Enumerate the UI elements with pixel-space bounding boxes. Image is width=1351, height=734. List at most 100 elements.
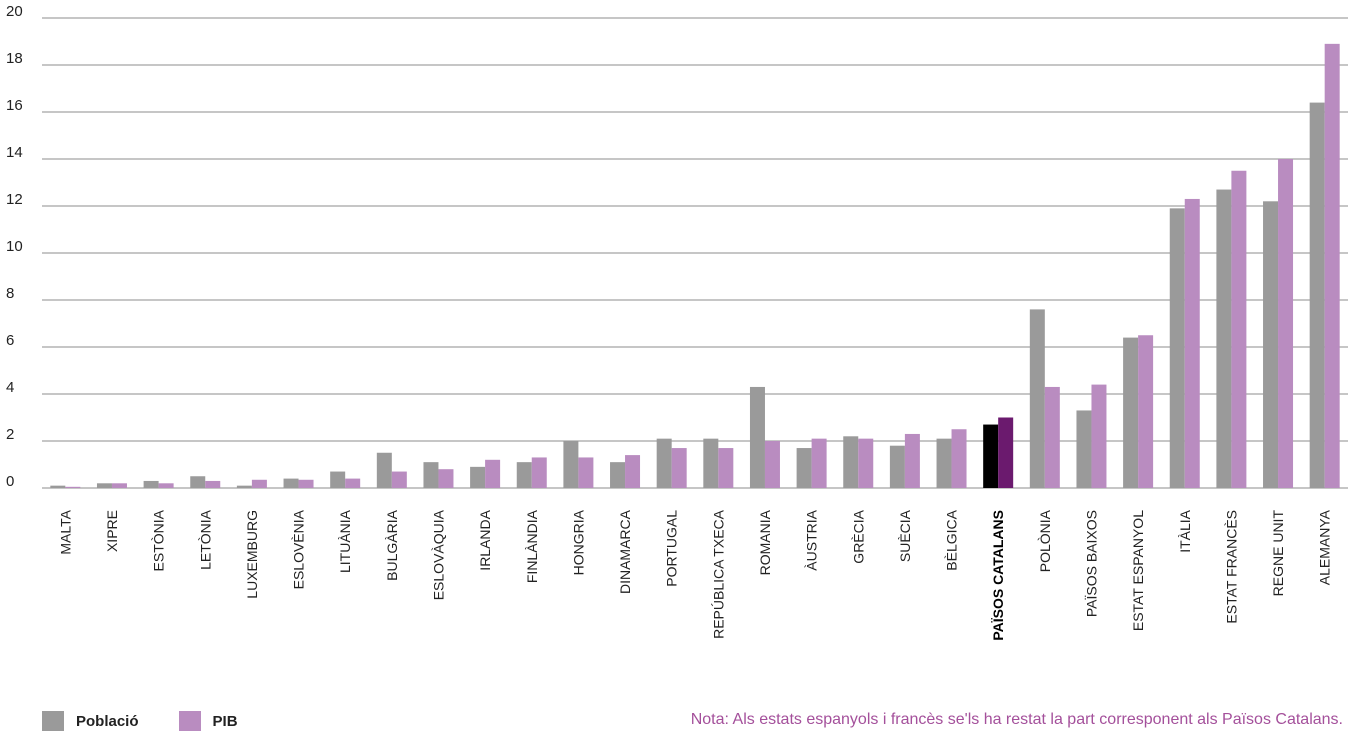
bar-poblacio-1 xyxy=(96,483,112,488)
bar-pib-0 xyxy=(65,486,81,488)
y-tick-label: 14 xyxy=(6,144,23,161)
y-tick-label: 20 xyxy=(6,3,23,20)
x-tick-label: ALEMANYA xyxy=(1317,509,1333,585)
x-tick-label: PAÏSOS BAIXOS xyxy=(1083,510,1099,617)
bar-poblacio-14 xyxy=(703,438,719,488)
bar-chart: 0 2 4 6 8 10 12 14 16 18 20 MALTA XIPRE ESTÒNIA LETÒN… xyxy=(6,3,1348,641)
x-tick-label: GRÈCIA xyxy=(850,509,866,563)
y-tick-label: 6 xyxy=(6,332,14,349)
bar-poblacio-13 xyxy=(656,438,672,488)
bar-pib-13 xyxy=(671,448,687,488)
gridlines xyxy=(42,17,1348,489)
y-axis: 0 2 4 6 8 10 12 14 16 18 20 xyxy=(6,3,23,490)
bar-poblacio-21 xyxy=(1029,309,1045,488)
bar-pib-3 xyxy=(205,480,221,488)
x-tick-label: IRLANDA xyxy=(477,509,493,570)
x-tick-label: PORTUGAL xyxy=(664,510,680,587)
x-tick-label: HONGRIA xyxy=(570,509,586,575)
x-tick-label: BÈLGICA xyxy=(944,509,960,570)
bar-pib-20 xyxy=(998,417,1014,488)
bar-poblacio-4 xyxy=(236,485,252,488)
legend-label-poblacio: Població xyxy=(76,712,139,730)
bar-poblacio-19 xyxy=(936,438,952,488)
bar-poblacio-17 xyxy=(843,436,859,488)
footnote: Nota: Als estats espanyols i francès se'… xyxy=(690,711,1343,728)
y-tick-label: 16 xyxy=(6,97,23,114)
x-tick-label: FINLÀNDIA xyxy=(524,509,540,583)
legend-swatch-poblacio xyxy=(42,711,64,731)
bar-poblacio-0 xyxy=(50,485,66,488)
bar-pib-11 xyxy=(578,457,594,488)
y-tick-label: 2 xyxy=(6,426,14,443)
legend-label-pib: PIB xyxy=(212,712,238,730)
x-tick-label: ESTÒNIA xyxy=(151,509,167,571)
bar-poblacio-9 xyxy=(470,466,486,488)
bar-pib-12 xyxy=(625,455,641,488)
x-tick-label: REPÚBLICA TXECA xyxy=(710,509,726,639)
x-tick-label: ESTAT FRANCÈS xyxy=(1223,510,1239,624)
bar-pib-7 xyxy=(391,471,407,488)
bar-pib-2 xyxy=(158,483,174,488)
bar-poblacio-11 xyxy=(563,441,579,488)
bar-pib-19 xyxy=(951,429,967,488)
x-tick-label: BULGÀRIA xyxy=(384,509,400,580)
bar-poblacio-24 xyxy=(1169,208,1185,488)
bar-pib-8 xyxy=(438,469,454,488)
bar-poblacio-2 xyxy=(143,480,159,488)
x-tick-label: ESTAT ESPANYOL xyxy=(1130,510,1146,631)
bar-poblacio-8 xyxy=(423,462,439,488)
legend-item-pib: PIB xyxy=(178,711,238,731)
x-tick-label: SUÈCIA xyxy=(897,509,913,562)
bar-poblacio-22 xyxy=(1076,410,1092,488)
legend-swatch-pib xyxy=(178,711,201,731)
x-axis: MALTA XIPRE ESTÒNIA LETÒNIA LUXEMBURG ESLOVÈN… xyxy=(57,509,1332,640)
bar-poblacio-15 xyxy=(749,386,765,488)
bar-pib-26 xyxy=(1278,159,1294,488)
bar-poblacio-25 xyxy=(1216,189,1232,489)
bar-pib-10 xyxy=(531,457,547,488)
bar-pib-1 xyxy=(111,483,127,488)
bars xyxy=(50,43,1340,489)
y-tick-label: 4 xyxy=(6,379,14,396)
x-tick-label: PAÏSOS CATALANS xyxy=(990,510,1006,641)
bar-poblacio-5 xyxy=(283,478,299,488)
x-tick-label: ESLOVÀQUIA xyxy=(430,509,446,600)
bar-pib-21 xyxy=(1044,386,1060,488)
x-tick-label: ITÀLIA xyxy=(1177,509,1193,552)
bar-poblacio-3 xyxy=(190,476,206,488)
bar-poblacio-26 xyxy=(1263,201,1279,489)
y-tick-label: 8 xyxy=(6,285,14,302)
bar-poblacio-23 xyxy=(1123,337,1139,488)
x-tick-label: LUXEMBURG xyxy=(244,510,260,599)
bar-poblacio-18 xyxy=(889,445,905,488)
y-tick-label: 18 xyxy=(6,50,23,67)
bar-pib-5 xyxy=(298,479,314,488)
bar-pib-6 xyxy=(345,478,361,488)
x-tick-label: ROMANIA xyxy=(757,509,773,575)
y-tick-label: 10 xyxy=(6,238,23,255)
bar-pib-22 xyxy=(1091,384,1107,488)
bar-pib-24 xyxy=(1184,198,1200,488)
y-tick-label: 12 xyxy=(6,191,23,208)
bar-poblacio-27 xyxy=(1309,102,1325,488)
bar-poblacio-20 xyxy=(983,424,999,488)
bar-poblacio-6 xyxy=(330,471,346,488)
bar-pib-15 xyxy=(764,441,780,488)
x-tick-label: XIPRE xyxy=(104,510,120,552)
bar-pib-4 xyxy=(251,479,267,488)
y-tick-label: 0 xyxy=(6,473,14,490)
x-tick-label: LETÒNIA xyxy=(197,509,213,570)
x-tick-label: ÀUSTRIA xyxy=(804,509,820,570)
bar-poblacio-16 xyxy=(796,448,812,488)
x-tick-label: MALTA xyxy=(57,509,73,554)
x-tick-label: REGNE UNIT xyxy=(1270,510,1286,597)
bar-pib-25 xyxy=(1231,170,1247,488)
bar-pib-9 xyxy=(485,459,501,488)
legend: Població PIB xyxy=(42,711,278,731)
x-tick-label: LITUÀNIA xyxy=(337,509,353,573)
bar-poblacio-7 xyxy=(376,452,392,488)
bar-pib-27 xyxy=(1324,43,1340,488)
bar-pib-17 xyxy=(858,438,874,488)
bar-poblacio-12 xyxy=(610,462,626,488)
bar-poblacio-10 xyxy=(516,462,532,488)
